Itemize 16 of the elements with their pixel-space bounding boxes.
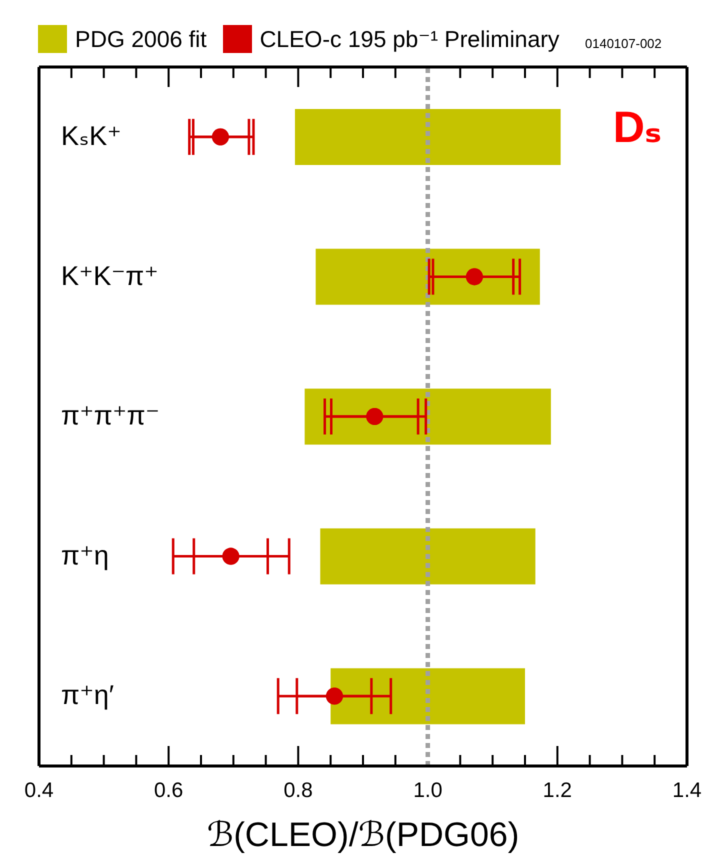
y-tick-label: π⁺η′ (61, 680, 114, 710)
y-tick-label: π⁺π⁺π⁻ (61, 400, 160, 431)
text: 0140107-002 (585, 36, 662, 52)
x-tick-label: 0.6 (154, 779, 184, 802)
legend-label: CLEO-c 195 pb⁻¹ Preliminary (260, 26, 560, 52)
y-tick-label: π⁺η (61, 540, 109, 570)
x-tick-label: 0.8 (284, 779, 313, 802)
x-tick-label: 1.0 (413, 779, 442, 802)
x-axis-title: ℬ(CLEO)/ℬ(PDG06) (206, 815, 520, 855)
x-tick-label: 1.2 (542, 779, 572, 802)
annotation: Dₛ (613, 103, 662, 152)
y-tick-label: K⁺K⁻π⁺ (61, 260, 158, 291)
x-tick-label: 0.4 (24, 779, 54, 802)
legend-label: PDG 2006 fit (75, 26, 207, 52)
x-tick-label: 1.4 (672, 779, 702, 802)
y-tick-label: KₛK⁺ (61, 121, 122, 151)
